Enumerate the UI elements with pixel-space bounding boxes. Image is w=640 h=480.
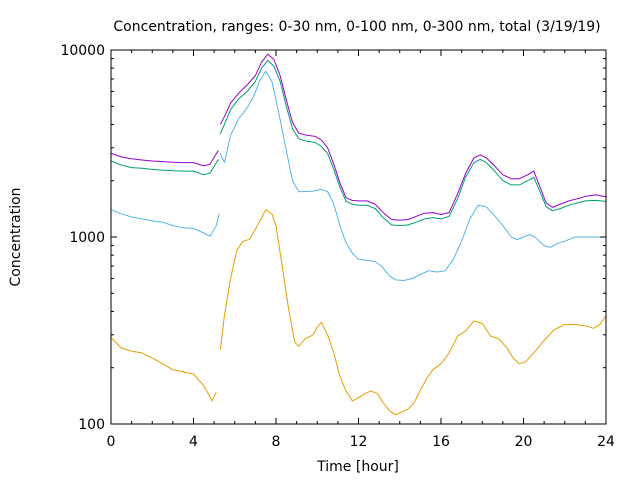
x-tick-label: 20: [515, 434, 533, 450]
series-line-4-segment-1: [110, 150, 219, 167]
y-axis-label: Concentration: [8, 187, 24, 286]
x-tick-label: 12: [350, 434, 368, 450]
y-tick-label: 1000: [69, 230, 105, 246]
x-tick-label: 8: [272, 434, 281, 450]
x-tick-label: 24: [597, 434, 615, 450]
chart-title: Concentration, ranges: 0-30 nm, 0-100 nm…: [113, 19, 600, 35]
y-tick-label: 100: [78, 417, 105, 433]
plot-frame: [110, 49, 607, 425]
series-line-2-segment-1: [110, 209, 220, 237]
x-axis-label: Time [hour]: [316, 459, 399, 475]
series-line-2-segment-2: [219, 70, 606, 281]
axis-layer: 0 4 8 12 16 20 24 100 1000 10000: [60, 43, 615, 450]
x-tick-label: 16: [432, 434, 450, 450]
series-line-3-segment-2: [219, 59, 607, 227]
x-tick-label: 4: [189, 434, 198, 450]
series-layer: [110, 53, 607, 416]
series-line-3-segment-1: [110, 159, 219, 176]
series-line-1-segment-1: [110, 337, 217, 402]
series-line-4-segment-2: [219, 53, 607, 221]
y-tick-label: 10000: [60, 43, 105, 59]
x-tick-label: 0: [107, 434, 116, 450]
series-line-1-segment-2: [219, 209, 607, 416]
